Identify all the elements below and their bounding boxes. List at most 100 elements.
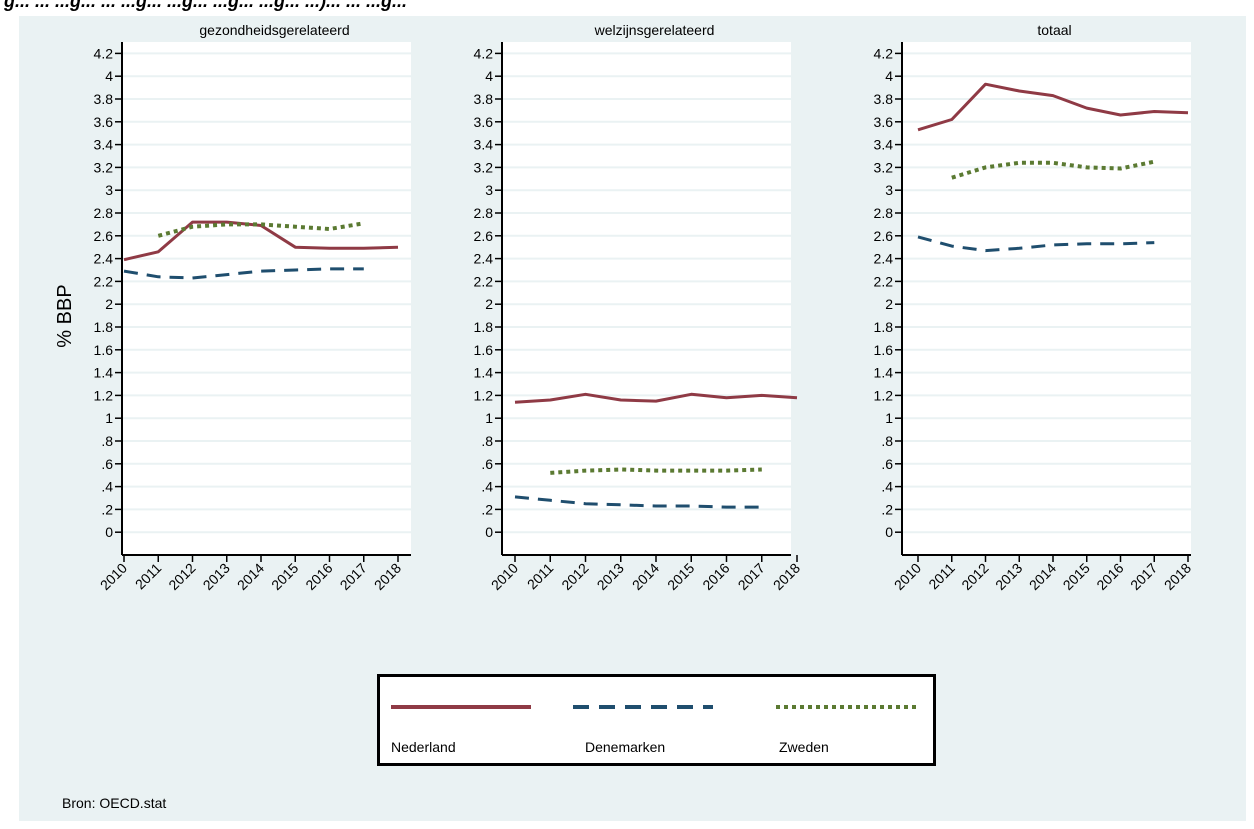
y-tick-label: .6 xyxy=(481,456,493,472)
x-tick-label: 2012 xyxy=(958,560,991,593)
y-tick-label: 3.8 xyxy=(874,91,894,107)
y-tick-label: .8 xyxy=(481,433,493,449)
plot-background-3 xyxy=(902,42,1191,555)
y-tick-label: 3.2 xyxy=(874,159,894,175)
x-tick-label: 2012 xyxy=(558,560,591,593)
y-tick-label: 1.6 xyxy=(874,342,894,358)
panel-title-3: totaal xyxy=(1037,22,1071,38)
x-tick-label: 2015 xyxy=(1060,560,1093,593)
y-tick-label: 1.8 xyxy=(874,319,894,335)
y-tick-label: 2.8 xyxy=(874,205,894,221)
y-tick-label: .8 xyxy=(881,433,893,449)
y-tick-label: .8 xyxy=(101,433,113,449)
x-tick-label: 2016 xyxy=(302,560,335,593)
y-tick-label: 3.4 xyxy=(94,137,114,153)
y-tick-label: 2.4 xyxy=(874,251,894,267)
y-tick-label: 3.6 xyxy=(94,114,114,130)
y-tick-label: 2.6 xyxy=(874,228,894,244)
y-tick-label: 3.6 xyxy=(874,114,894,130)
x-tick-label: 2011 xyxy=(132,560,165,593)
y-tick-label: 2.4 xyxy=(474,251,494,267)
panel-title-2: welzijnsgerelateerd xyxy=(594,22,715,38)
x-tick-label: 2014 xyxy=(234,560,267,593)
x-tick-label: 2010 xyxy=(97,560,130,593)
y-tick-label: .2 xyxy=(481,501,493,517)
y-tick-label: 3 xyxy=(885,182,893,198)
y-tick-label: 2.2 xyxy=(94,273,114,289)
y-tick-label: 3 xyxy=(105,182,113,198)
legend-label-zweden: Zweden xyxy=(779,739,829,755)
y-tick-label: .6 xyxy=(881,456,893,472)
y-tick-label: 1.8 xyxy=(94,319,114,335)
y-tick-label: 3.2 xyxy=(94,159,114,175)
y-tick-label: 2 xyxy=(105,296,113,312)
y-tick-label: 2.8 xyxy=(94,205,114,221)
source-note: Bron: OECD.stat xyxy=(62,795,166,811)
y-tick-label: 3.8 xyxy=(94,91,114,107)
y-axis-label: % BBP xyxy=(54,284,76,347)
x-tick-label: 2013 xyxy=(594,560,627,593)
x-tick-label: 2018 xyxy=(770,560,803,593)
figure-title-fragment: g... ... ...g... ... ...g... ...g... ...… xyxy=(4,0,407,12)
y-tick-label: 2.8 xyxy=(474,205,494,221)
y-tick-label: 2.4 xyxy=(94,251,114,267)
y-tick-label: 1 xyxy=(485,410,493,426)
y-tick-label: 1.6 xyxy=(474,342,494,358)
y-tick-label: 1.4 xyxy=(874,365,894,381)
x-tick-label: 2018 xyxy=(371,560,404,593)
y-tick-label: .6 xyxy=(101,456,113,472)
y-tick-label: 2.2 xyxy=(874,273,894,289)
x-tick-label: 2017 xyxy=(337,560,370,593)
x-tick-label: 2018 xyxy=(1161,560,1194,593)
y-tick-label: 4 xyxy=(485,68,493,84)
y-tick-label: 1 xyxy=(105,410,113,426)
y-tick-label: 3.4 xyxy=(474,137,494,153)
y-tick-label: 2 xyxy=(885,296,893,312)
legend-label-nederland: Nederland xyxy=(391,739,456,755)
y-tick-label: 1.8 xyxy=(474,319,494,335)
x-tick-label: 2016 xyxy=(1093,560,1126,593)
y-tick-label: 3.2 xyxy=(474,159,494,175)
x-tick-label: 2017 xyxy=(735,560,768,593)
y-tick-label: 4.2 xyxy=(874,45,894,61)
x-tick-label: 2014 xyxy=(1026,560,1059,593)
x-tick-label: 2010 xyxy=(891,560,924,593)
x-tick-label: 2012 xyxy=(165,560,198,593)
x-tick-label: 2015 xyxy=(664,560,697,593)
chart-area: gezondheidsgerelateerd 0.2.4.6.8 1 1.2 1.4 1.… xyxy=(19,16,1246,821)
plot-background-2 xyxy=(502,42,791,555)
y-tick-label: 3 xyxy=(485,182,493,198)
y-tick-label: 0 xyxy=(885,524,893,540)
y-tick-label: .2 xyxy=(101,501,113,517)
y-tick-label: 1.2 xyxy=(874,387,894,403)
y-tick-label: 4.2 xyxy=(474,45,494,61)
x-tick-label: 2016 xyxy=(699,560,732,593)
y-tick-label: 3.6 xyxy=(474,114,494,130)
x-tick-label: 2011 xyxy=(524,560,557,593)
y-tick-label: 2.6 xyxy=(94,228,114,244)
legend-label-denemarken: Denemarken xyxy=(585,739,665,755)
y-tick-label: 3.8 xyxy=(474,91,494,107)
y-tick-label: 1.2 xyxy=(94,387,114,403)
x-tick-label: 2013 xyxy=(992,560,1025,593)
y-tick-label: 1.2 xyxy=(474,387,494,403)
y-tick-label: 2.6 xyxy=(474,228,494,244)
y-tick-label: 1.6 xyxy=(94,342,114,358)
y-tick-label: .4 xyxy=(101,479,113,495)
x-tick-label: 2013 xyxy=(200,560,233,593)
x-tick-label: 2011 xyxy=(925,560,958,593)
panel-title-1: gezondheidsgerelateerd xyxy=(199,22,349,38)
y-tick-label: 1.4 xyxy=(94,365,114,381)
y-tick-label: 0 xyxy=(105,524,113,540)
y-tick-label: .4 xyxy=(481,479,493,495)
y-tick-label: .4 xyxy=(881,479,893,495)
x-tick-label: 2014 xyxy=(629,560,662,593)
y-tick-label: 4 xyxy=(885,68,893,84)
x-tick-label: 2017 xyxy=(1127,560,1160,593)
y-tick-label: .2 xyxy=(881,501,893,517)
y-tick-label: 2.2 xyxy=(474,273,494,289)
x-tick-label: 2015 xyxy=(268,560,301,593)
y-tick-label: 4.2 xyxy=(94,45,114,61)
y-tick-label: 2 xyxy=(485,296,493,312)
x-tick-label: 2010 xyxy=(488,560,521,593)
